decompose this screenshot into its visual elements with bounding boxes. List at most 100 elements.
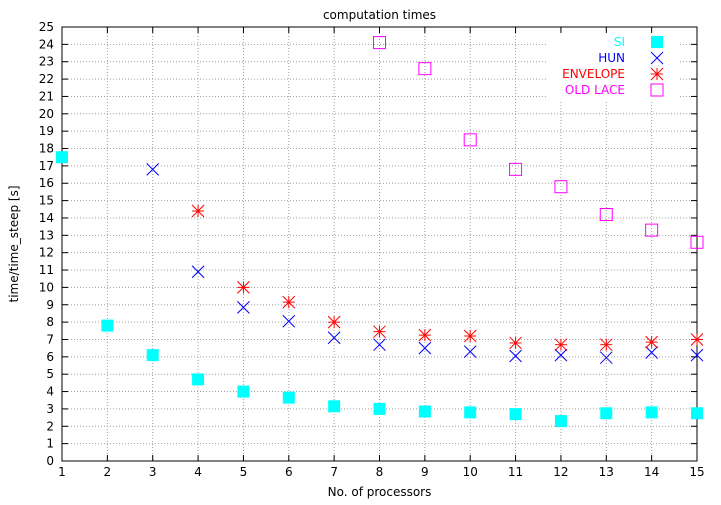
y-tick-label: 5: [46, 367, 54, 381]
y-tick-label: 9: [46, 298, 54, 312]
point-hun: [645, 346, 658, 359]
x-tick-label: 15: [689, 465, 704, 479]
point-envelope: [191, 204, 205, 218]
x-tick-label: 10: [463, 465, 478, 479]
x-tick-label: 3: [149, 465, 157, 479]
point-si: [192, 373, 205, 386]
x-tick-label: 1: [58, 465, 66, 479]
y-tick-label: 15: [39, 194, 54, 208]
x-tick-label: 8: [376, 465, 384, 479]
legend-label-hun: HUN: [598, 51, 625, 65]
point-envelope: [373, 325, 386, 339]
x-tick-label: 6: [285, 465, 293, 479]
point-hun: [373, 338, 386, 352]
x-tick-label: 2: [104, 465, 112, 479]
point-old-lace: [599, 207, 613, 221]
point-old-lace: [418, 62, 432, 76]
point-si: [146, 349, 159, 362]
point-hun: [599, 351, 613, 365]
legend-marker-si: [651, 36, 663, 48]
y-tick-label: 19: [39, 124, 54, 138]
point-hun: [418, 341, 432, 355]
point-hun: [463, 345, 477, 358]
point-si: [418, 405, 431, 418]
point-si: [56, 151, 68, 164]
point-envelope: [418, 328, 432, 342]
legend-label-si: SI: [614, 35, 625, 49]
axis-ticks: 1 2 3 4 5 6 7 8 9 10 11 12 13 14 150123456789101112131…: [39, 20, 705, 479]
point-old-lace: [690, 235, 704, 249]
legend-label-old-lace: OLD LACE: [565, 83, 625, 97]
y-tick-label: 6: [46, 350, 54, 364]
data-points: [56, 36, 704, 428]
y-tick-label: 1: [46, 437, 54, 451]
y-axis-title: time/time_steep [s]: [7, 185, 21, 302]
y-tick-label: 14: [39, 211, 54, 225]
point-envelope: [645, 335, 658, 349]
x-tick-label: 11: [508, 465, 523, 479]
x-axis-title: No. of processors: [328, 485, 432, 499]
y-tick-label: 7: [46, 332, 54, 346]
point-si: [600, 407, 613, 420]
point-hun: [327, 331, 341, 345]
y-tick-label: 17: [39, 159, 54, 173]
chart-title: computation times: [323, 8, 436, 22]
point-envelope: [282, 295, 296, 309]
y-tick-label: 12: [39, 246, 54, 260]
point-si: [282, 391, 295, 404]
y-tick-label: 4: [46, 385, 54, 399]
y-tick-label: 20: [39, 107, 54, 121]
point-hun: [509, 349, 522, 363]
point-old-lace: [645, 223, 659, 237]
legend-marker-old-lace: [650, 83, 664, 97]
x-tick-label: 4: [194, 465, 202, 479]
point-old-lace: [373, 36, 386, 50]
y-tick-label: 11: [39, 263, 54, 277]
point-si: [691, 407, 703, 420]
legend-marker-envelope: [650, 67, 664, 81]
y-tick-label: 10: [39, 280, 54, 294]
y-tick-label: 0: [46, 454, 54, 468]
legend-marker-hun: [650, 51, 664, 65]
point-envelope: [554, 338, 568, 352]
point-old-lace: [509, 162, 523, 176]
y-tick-label: 25: [39, 20, 54, 34]
y-tick-label: 8: [46, 315, 54, 329]
x-tick-label: 13: [599, 465, 614, 479]
x-tick-label: 9: [421, 465, 429, 479]
x-tick-label: 5: [240, 465, 248, 479]
point-si: [373, 402, 386, 415]
point-si: [464, 406, 477, 419]
x-tick-label: 14: [644, 465, 659, 479]
y-tick-label: 3: [46, 402, 54, 416]
point-envelope: [463, 329, 477, 343]
legend-label-envelope: ENVELOPE: [562, 67, 625, 81]
point-envelope: [509, 336, 522, 350]
point-envelope: [327, 315, 341, 329]
point-old-lace: [463, 133, 477, 147]
y-tick-label: 13: [39, 228, 54, 242]
legend: SI HUN ENVELOPE OLD LACE: [548, 33, 678, 101]
point-si: [237, 385, 250, 398]
y-tick-label: 18: [39, 142, 54, 156]
point-envelope: [690, 333, 704, 346]
point-envelope: [237, 281, 250, 294]
point-hun: [237, 301, 250, 314]
x-tick-label: 12: [553, 465, 568, 479]
y-tick-label: 23: [39, 55, 54, 69]
point-hun: [191, 265, 205, 279]
y-tick-label: 22: [39, 72, 54, 86]
point-si: [645, 406, 658, 419]
point-hun: [282, 314, 296, 328]
point-hun: [554, 348, 568, 362]
point-hun: [690, 348, 704, 362]
x-tick-label: 7: [330, 465, 338, 479]
y-tick-label: 2: [46, 419, 54, 433]
point-si: [328, 400, 341, 413]
point-hun: [146, 162, 160, 176]
point-si: [554, 415, 567, 428]
point-si: [509, 408, 522, 421]
point-old-lace: [554, 180, 568, 194]
y-tick-label: 16: [39, 176, 54, 190]
